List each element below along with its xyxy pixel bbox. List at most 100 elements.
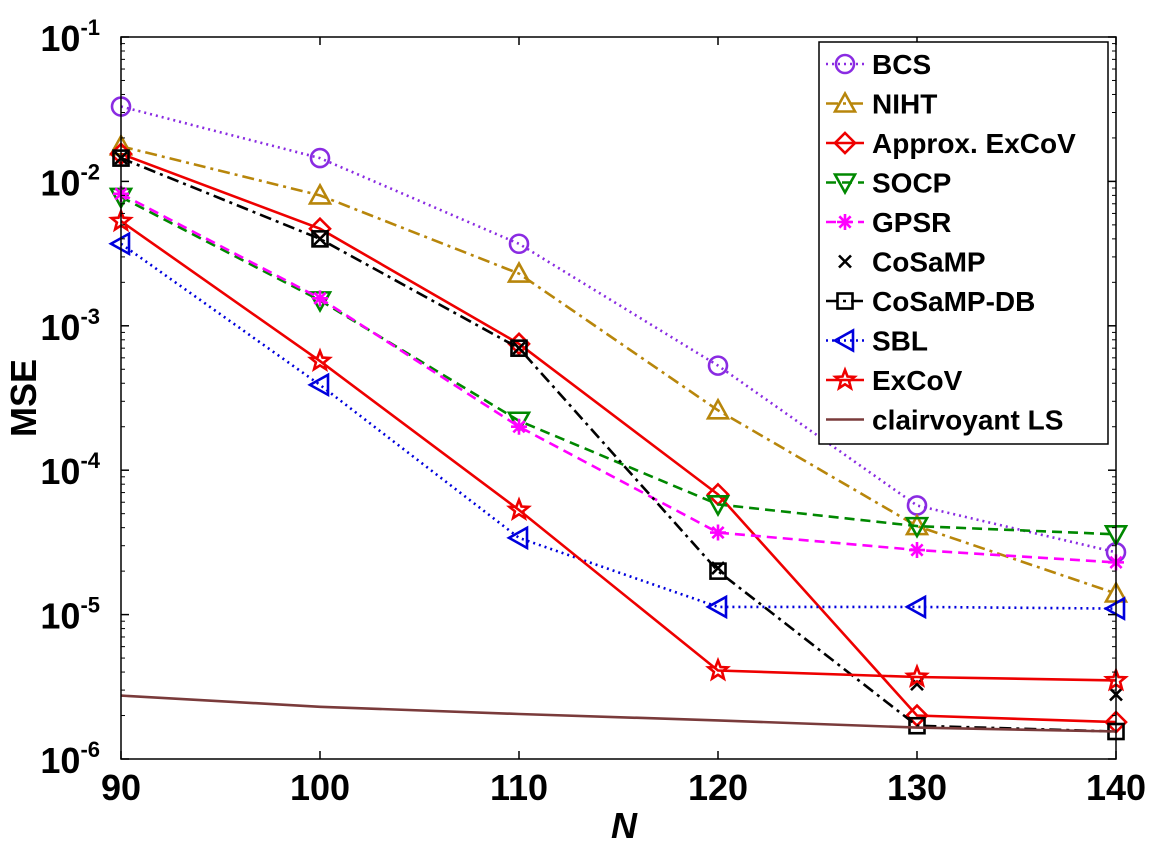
point-cosamp-db-120 (709, 562, 727, 580)
tick-labels: 90 100 110 120 130 14010-610-510-410-310-210-… (40, 15, 1146, 808)
point-excov-110 (506, 496, 532, 522)
series-line-socp (120, 195, 1117, 536)
legend-marker-niht (832, 90, 858, 113)
point-excov-130 (904, 663, 930, 688)
series-line-sbl (120, 242, 1117, 610)
point-socp-130 (904, 516, 930, 539)
legend-entry-niht: NIHT (826, 89, 937, 120)
series-line-niht (120, 145, 1117, 595)
point-gpsr-110 (511, 418, 527, 435)
point-bcs-120 (707, 355, 729, 376)
y-tick-base: 10 (40, 307, 80, 348)
point-cosamp-100 (313, 231, 327, 246)
legend-entry-cosamp: CoSaMP (838, 247, 986, 278)
legend-entry-sbl: SBL (826, 326, 928, 357)
y-tick-label--6: 10-6 (40, 737, 100, 781)
legend-box (818, 41, 1109, 445)
point-excov-100 (307, 347, 333, 372)
point-sbl-140 (1103, 596, 1126, 621)
point-sbl-130 (904, 594, 927, 620)
point-socp-120 (705, 495, 731, 518)
point-gpsr-120 (710, 524, 726, 541)
point-cosamp-db-130 (908, 716, 926, 735)
legend-marker-excov (832, 366, 858, 392)
y-tick-base: 10 (40, 596, 80, 637)
series-layer (108, 96, 1129, 741)
legend-label-cosamp: CoSaMP (872, 247, 986, 278)
legend-marker-cosamp-db (836, 292, 854, 310)
legend-marker-socp (832, 173, 858, 196)
point-gpsr-100 (312, 290, 328, 307)
y-tick-exponent: -5 (80, 593, 100, 618)
point-bcs-130 (906, 495, 928, 516)
series-clairvoyant-ls (120, 694, 1117, 733)
legend-entry-gpsr: GPSR (826, 207, 951, 238)
plot-frame (120, 36, 1117, 760)
legend-label-gpsr: GPSR (872, 207, 951, 238)
point-sbl-110 (506, 525, 529, 551)
legend-entry-bcs: BCS (826, 49, 931, 80)
legend-label-approx-excov: Approx. ExCoV (872, 128, 1076, 159)
point-cosamp-db-110 (510, 339, 528, 357)
series-line-excov (120, 220, 1117, 682)
legend-entry-clairvoyant-ls: clairvoyant LS (826, 405, 1063, 436)
x-tick-label-140: 140 (1086, 767, 1146, 808)
point-cosamp-110 (512, 341, 526, 356)
x-tick-label-110: 110 (490, 767, 548, 808)
y-tick-label--2: 10-2 (40, 159, 100, 203)
legend-label-niht: NIHT (872, 89, 937, 120)
legend-marker-cosamp (838, 254, 852, 269)
series-sbl (108, 231, 1126, 621)
series-line-approx-excov (120, 152, 1117, 724)
legend-entry-approx-excov: Approx. ExCoV (826, 128, 1076, 159)
legend-items: BCS NIHT Approx. ExCoV SOCP GPSR CoSaMP CoSaMP… (826, 49, 1076, 436)
legend-marker-gpsr (837, 214, 853, 230)
legend-entry-excov: ExCoV (826, 365, 963, 396)
legend-label-excov: ExCoV (872, 365, 963, 396)
y-tick-label--1: 10-1 (40, 15, 100, 59)
y-tick-base: 10 (40, 162, 80, 203)
point-bcs-100 (309, 147, 331, 169)
legend-marker-bcs (834, 53, 856, 75)
y-tick-base: 10 (40, 740, 80, 781)
tick-layer (120, 36, 1117, 760)
x-tick-label-120: 120 (688, 767, 748, 808)
legend: BCS NIHT Approx. ExCoV SOCP GPSR CoSaMP CoSaMP… (818, 41, 1109, 445)
y-tick-exponent: -4 (80, 448, 100, 473)
y-tick-label--5: 10-5 (40, 593, 100, 637)
legend-entry-cosamp-db: CoSaMP-DB (826, 286, 1035, 317)
legend-label-cosamp-db: CoSaMP-DB (872, 286, 1035, 317)
point-niht-110 (506, 260, 532, 283)
y-tick-label--4: 10-4 (40, 448, 100, 492)
y-tick-exponent: -2 (80, 159, 100, 184)
y-axis-label: MSE (3, 359, 44, 437)
legend-label-socp: SOCP (872, 168, 951, 199)
series-line-cosamp-db (120, 156, 1117, 733)
legend-label-bcs: BCS (872, 49, 931, 80)
legend-entry-socp: SOCP (826, 168, 951, 199)
point-niht-100 (307, 182, 333, 205)
legend-marker-sbl (832, 328, 855, 353)
x-tick-label-100: 100 (290, 767, 350, 808)
legend-label-sbl: SBL (872, 326, 928, 357)
point-excov-120 (705, 656, 731, 682)
point-bcs-110 (508, 233, 530, 255)
legend-label-clairvoyant-ls: clairvoyant LS (872, 405, 1063, 436)
legend-marker-approx-excov (833, 131, 857, 155)
point-cosamp-db-100 (311, 230, 329, 248)
point-sbl-120 (705, 594, 728, 620)
x-tick-label-90: 90 (101, 767, 141, 808)
y-tick-exponent: -1 (80, 15, 100, 40)
y-tick-base: 10 (40, 451, 80, 492)
series-line-gpsr (120, 192, 1117, 564)
point-niht-120 (705, 397, 731, 420)
series-line-clairvoyant-ls (120, 694, 1117, 733)
y-tick-label--3: 10-3 (40, 304, 100, 348)
y-tick-exponent: -3 (80, 304, 100, 329)
point-sbl-90 (108, 231, 131, 256)
x-axis-label: N (611, 805, 638, 846)
y-tick-exponent: -6 (80, 737, 100, 762)
y-tick-base: 10 (40, 18, 80, 59)
point-gpsr-130 (909, 542, 925, 559)
